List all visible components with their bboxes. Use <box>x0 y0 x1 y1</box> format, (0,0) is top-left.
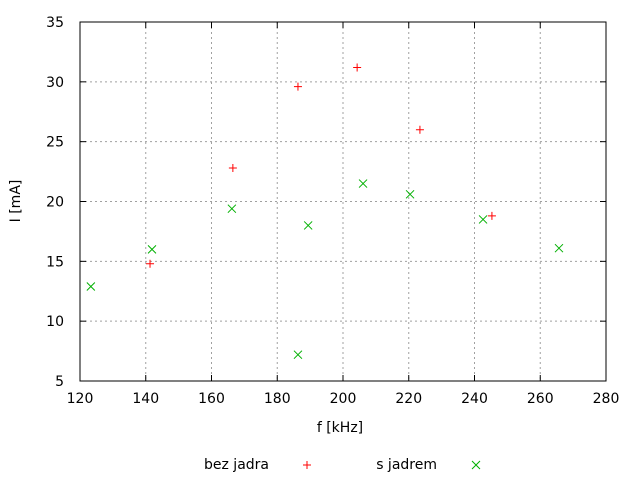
point-s-jadrem <box>293 350 303 360</box>
point-s-jadrem <box>227 204 237 214</box>
x-tick-label: 200 <box>330 391 357 407</box>
x-tick-label: 160 <box>198 391 225 407</box>
point-bez-jadra <box>353 63 362 72</box>
legend-marker-s-jadrem <box>471 460 481 470</box>
y-tick-label: 25 <box>46 135 64 151</box>
x-tick-label: 180 <box>264 391 291 407</box>
point-bez-jadra <box>293 82 302 91</box>
point-s-jadrem <box>405 189 415 199</box>
point-s-jadrem <box>554 243 564 253</box>
point-bez-jadra <box>228 163 237 172</box>
point-s-jadrem <box>478 215 488 224</box>
y-tick-label: 20 <box>46 195 64 211</box>
y-tick-label: 10 <box>46 314 64 330</box>
y-tick-label: 5 <box>55 374 64 390</box>
point-s-jadrem <box>147 245 157 254</box>
plot-frame <box>79 21 607 382</box>
y-tick-label: 15 <box>46 254 64 270</box>
y-tick-label: 30 <box>46 75 64 91</box>
y-tick-label: 35 <box>46 15 64 31</box>
point-bez-jadra <box>415 125 424 134</box>
point-s-jadrem <box>86 282 96 291</box>
point-bez-jadra <box>146 259 155 268</box>
point-s-jadrem <box>303 221 313 230</box>
legend-marker-bez-jadra <box>303 461 311 469</box>
x-tick-label: 260 <box>527 391 554 407</box>
x-tick-label: 280 <box>593 391 620 407</box>
x-tick-label: 140 <box>132 391 159 407</box>
point-bez-jadra <box>487 211 496 220</box>
x-tick-label: 220 <box>395 391 422 407</box>
x-tick-label: 120 <box>67 391 94 407</box>
point-s-jadrem <box>358 179 368 188</box>
x-tick-label: 240 <box>461 391 488 407</box>
